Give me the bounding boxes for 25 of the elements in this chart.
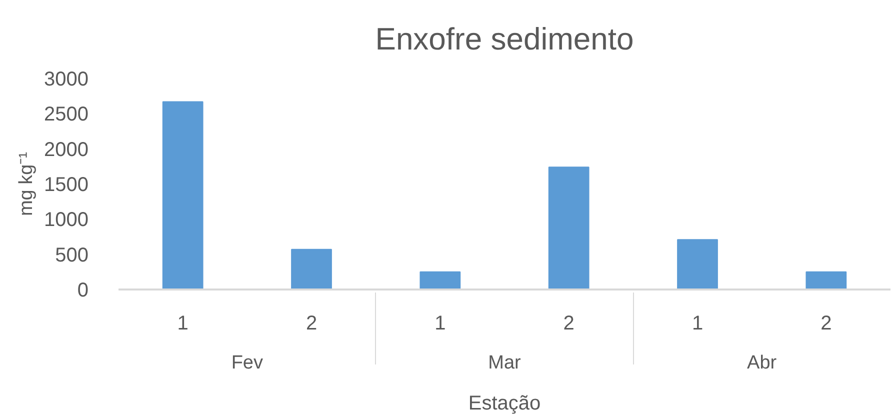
y-axis-title: mg kg⁻¹ [16, 152, 38, 216]
y-tick-label: 1000 [44, 209, 89, 232]
bar [291, 248, 332, 290]
y-tick-label: 1500 [44, 174, 89, 196]
bar [806, 271, 847, 290]
y-tick-label: 500 [55, 244, 89, 266]
bar [548, 166, 590, 290]
bar [162, 101, 204, 290]
bar [420, 271, 461, 290]
chart-title: Enxofre sedimento [375, 22, 634, 56]
y-tick-label: 0 [77, 280, 88, 302]
y-tick-label: 2500 [44, 104, 89, 126]
x-tick-label: 2 [306, 312, 318, 334]
y-tick-label: 3000 [44, 68, 89, 90]
x-tick-label: 2 [563, 312, 574, 334]
x-tick-label: 1 [692, 312, 704, 334]
bar [677, 239, 718, 290]
x-tick-label: 2 [820, 312, 832, 334]
text: Abr [747, 352, 778, 374]
x-tick-label: 1 [434, 312, 446, 334]
x-axis-title: Estação [468, 392, 541, 414]
text: Mar [488, 352, 522, 374]
x-tick-label: 1 [177, 312, 188, 334]
text: Fev [231, 352, 264, 374]
y-tick-label: 2000 [44, 138, 89, 161]
